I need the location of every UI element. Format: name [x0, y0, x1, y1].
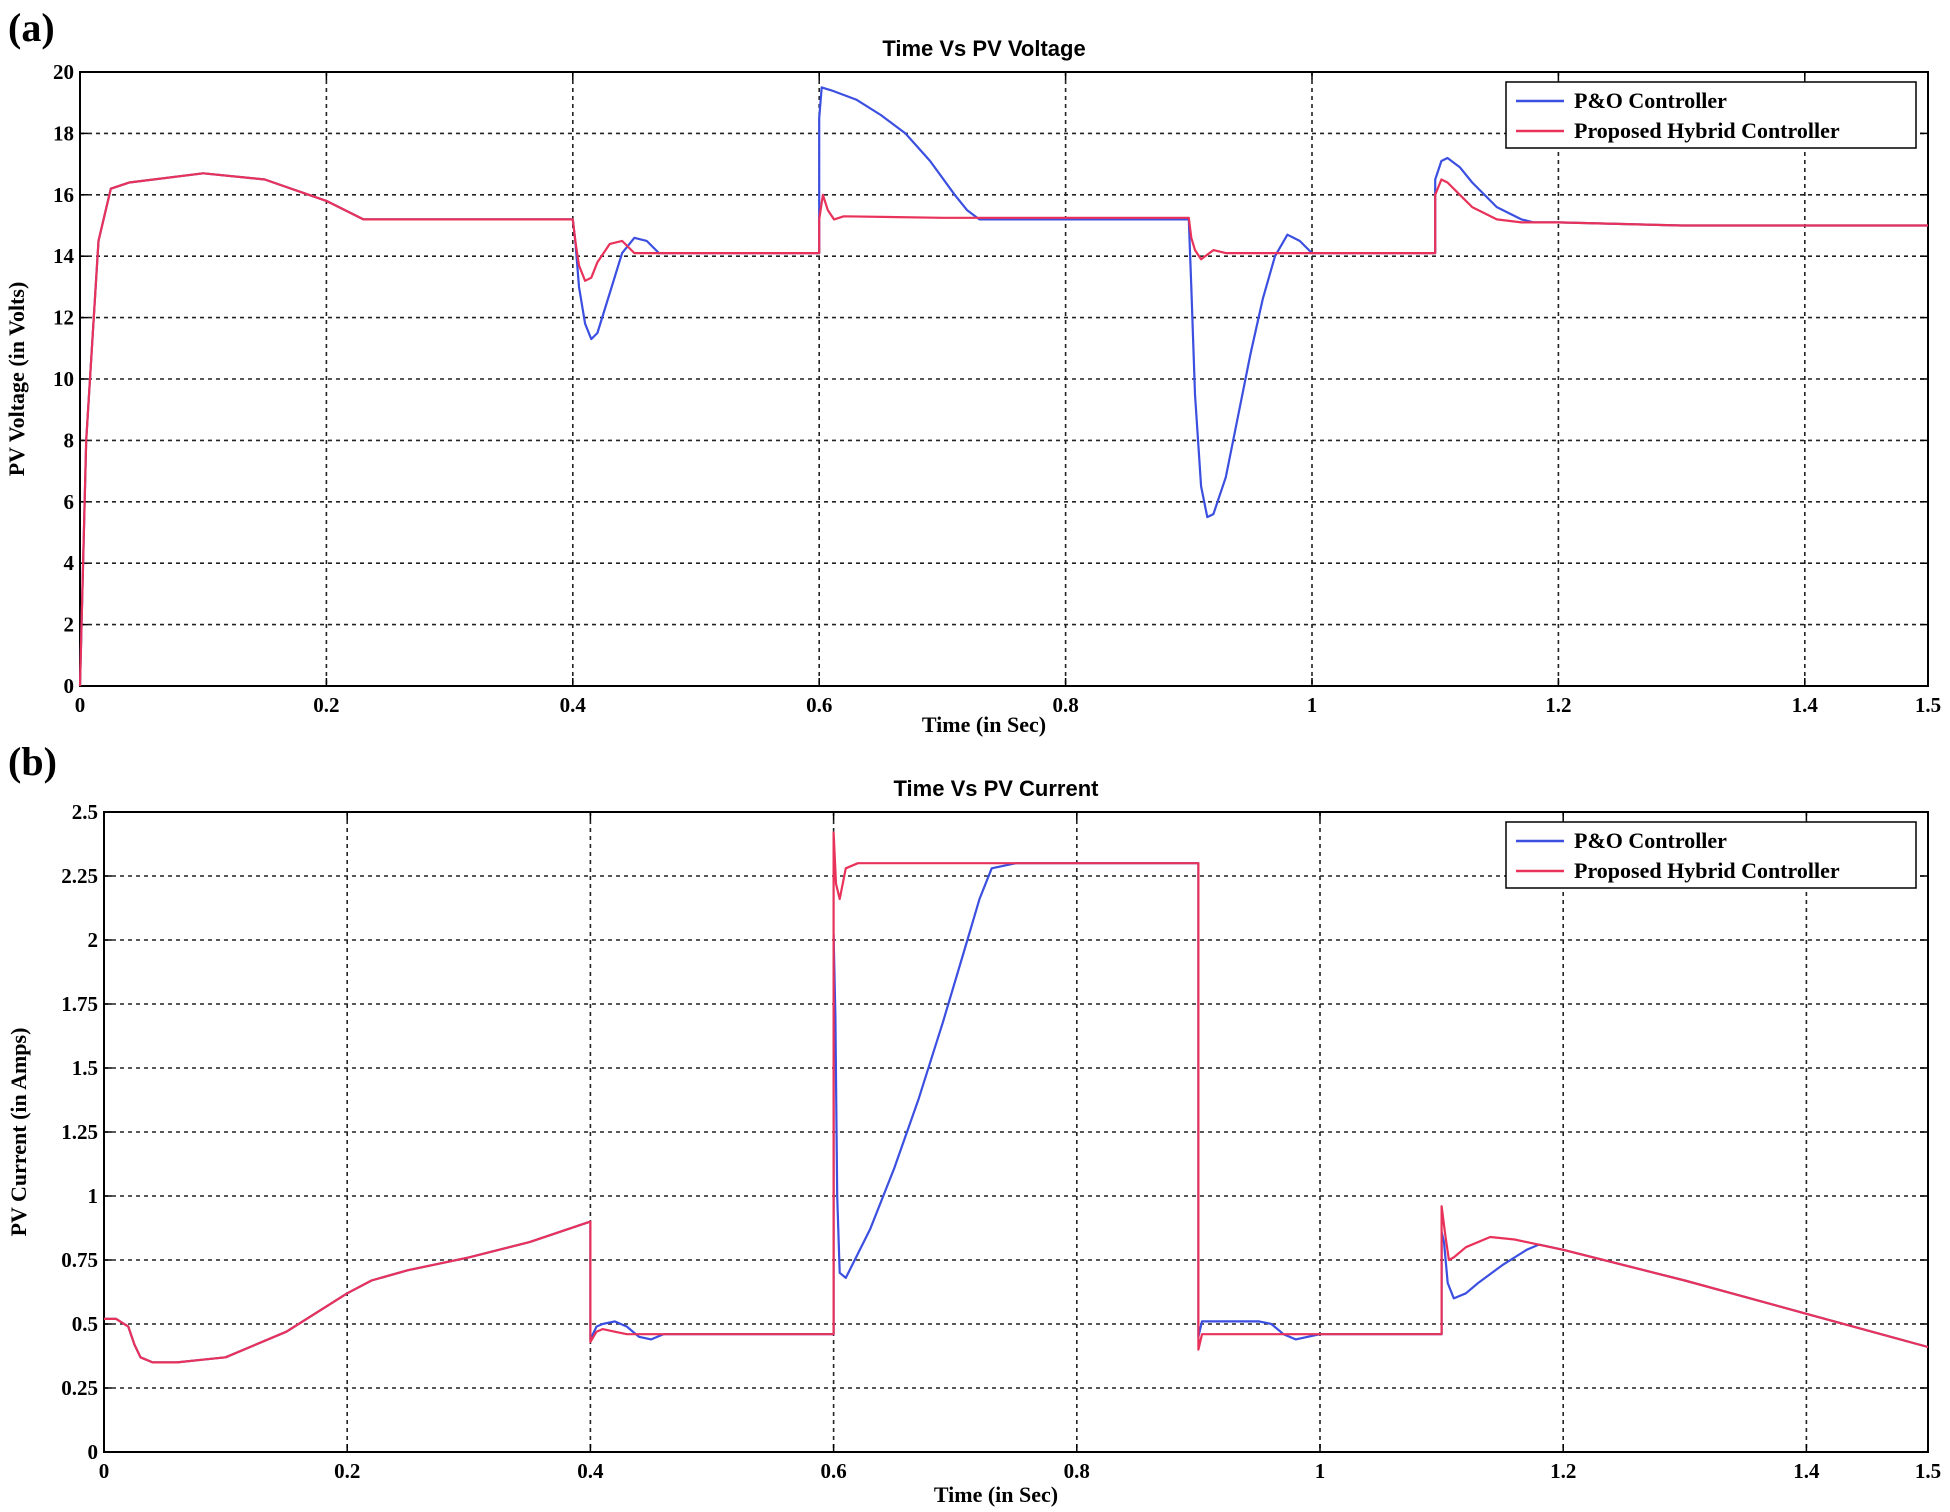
y-tick-label: 2.25: [61, 864, 98, 888]
y-tick-label: 8: [64, 428, 75, 452]
panel-label-a: (a): [8, 5, 55, 50]
y-tick-label: 14: [53, 244, 75, 268]
current-chart: 0 0.2 0.4 0.6 0.8 1 1.2 1.4 1.5 0 0.25 0.5 0.75 1 1.25…: [6, 776, 1941, 1507]
x-tick-label: 0: [99, 1459, 110, 1483]
y-tick-label: 1: [88, 1184, 99, 1208]
x-tick-label: 0.2: [334, 1459, 360, 1483]
legend-box: [1505, 821, 1917, 889]
y-tick-label: 16: [53, 183, 74, 207]
legend-label: P&O Controller: [1574, 88, 1727, 113]
legend: P&O Controller Proposed Hybrid Controller: [1505, 821, 1917, 889]
chart-title: Time Vs PV Current: [894, 776, 1100, 801]
x-tick-label: 1.5: [1915, 1459, 1941, 1483]
y-tick-label: 0.75: [61, 1248, 98, 1272]
y-tick-label: 1.75: [61, 992, 98, 1016]
y-axis-label: PV Current (in Amps): [6, 1028, 31, 1237]
legend-label: P&O Controller: [1574, 828, 1727, 853]
y-tick-label: 2: [64, 613, 75, 637]
x-tick-label: 0.4: [577, 1459, 604, 1483]
x-axis-label: Time (in Sec): [922, 712, 1046, 737]
y-tick-label: 0: [88, 1440, 99, 1464]
x-tick-label: 1.2: [1550, 1459, 1576, 1483]
x-tick-label: 1: [1315, 1459, 1326, 1483]
chart-title: Time Vs PV Voltage: [882, 36, 1085, 61]
y-tick-label: 6: [64, 490, 75, 514]
x-tick-label: 0.8: [1064, 1459, 1090, 1483]
x-tick-label: 0.4: [560, 693, 587, 717]
x-tick-label: 0.6: [806, 693, 832, 717]
series-line-hybrid-controller: [104, 831, 1929, 1364]
x-tick-label: 1.4: [1793, 1459, 1820, 1483]
y-tick-label: 4: [64, 551, 75, 575]
legend-box: [1505, 81, 1917, 149]
x-axis-label: Time (in Sec): [934, 1482, 1058, 1507]
x-tick-label: 1.5: [1915, 693, 1941, 717]
y-tick-label: 18: [53, 121, 74, 145]
x-tick-label: 0.6: [820, 1459, 846, 1483]
y-tick-label: 0.25: [61, 1376, 98, 1400]
y-tick-label: 1.5: [72, 1056, 98, 1080]
legend: P&O Controller Proposed Hybrid Controller: [1505, 81, 1917, 149]
y-tick-label: 2: [88, 928, 99, 952]
legend-label: Proposed Hybrid Controller: [1574, 118, 1840, 143]
y-tick-label: 20: [53, 60, 74, 84]
y-tick-label: 10: [53, 367, 74, 391]
y-axis-label: PV Voltage (in Volts): [4, 282, 29, 477]
x-tick-label: 0: [75, 693, 86, 717]
x-tick-label: 1: [1307, 693, 1318, 717]
series-line-hybrid-controller: [78, 172, 1928, 687]
y-tick-label: 0.5: [72, 1312, 98, 1336]
y-tick-label: 2.5: [72, 800, 98, 824]
y-tick-label: 0: [64, 674, 75, 698]
panel-label-b: (b): [8, 739, 57, 784]
legend-label: Proposed Hybrid Controller: [1574, 858, 1840, 883]
grid-lines: [80, 72, 1928, 686]
x-tick-label: 0.2: [313, 693, 339, 717]
y-tick-label: 12: [53, 306, 74, 330]
x-tick-label: 1.4: [1792, 693, 1819, 717]
voltage-chart: 0 0.2 0.4 0.6 0.8 1 1.2 1.4 1.5 0 2 4 6 8 10 12 14 16 18 20…: [4, 36, 1941, 737]
x-tick-label: 1.2: [1545, 693, 1571, 717]
x-tick-label: 0.8: [1052, 693, 1078, 717]
y-tick-label: 1.25: [61, 1120, 98, 1144]
